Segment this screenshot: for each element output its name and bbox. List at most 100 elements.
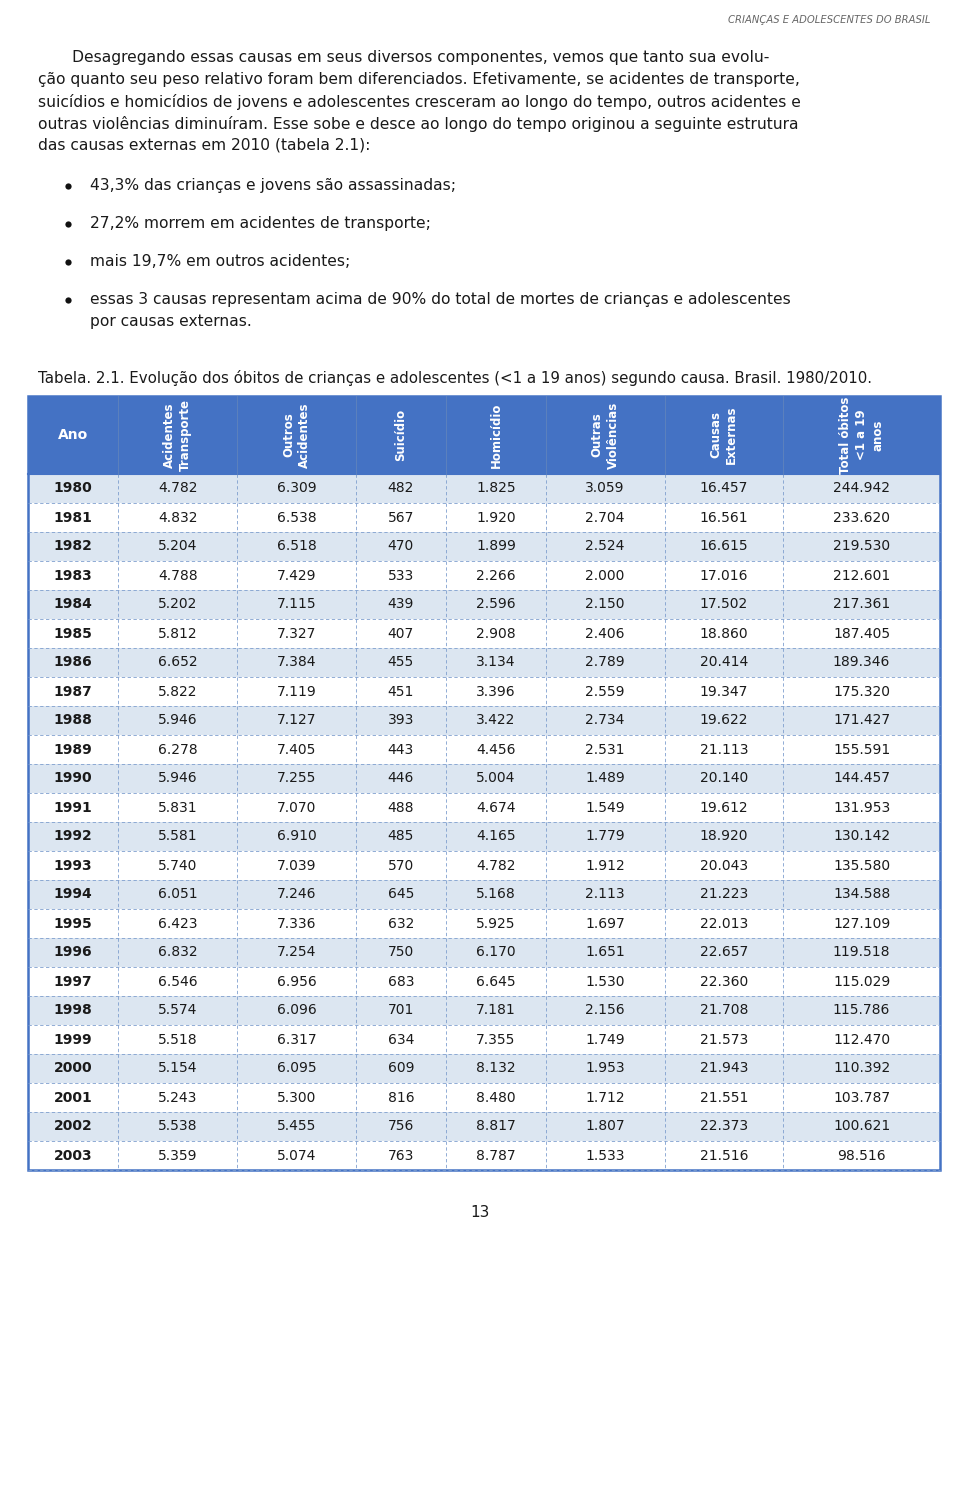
Text: 127.109: 127.109 — [833, 917, 890, 930]
Text: Outros
Acidentes: Outros Acidentes — [282, 402, 311, 467]
Text: por causas externas.: por causas externas. — [90, 314, 252, 329]
Text: das causas externas em 2010 (tabela 2.1):: das causas externas em 2010 (tabela 2.1)… — [38, 138, 371, 153]
Text: 5.812: 5.812 — [157, 626, 198, 640]
Text: 2.156: 2.156 — [586, 1003, 625, 1018]
Text: 2.531: 2.531 — [586, 743, 625, 756]
Text: 2.734: 2.734 — [586, 714, 625, 728]
Bar — [28, 1083, 940, 1112]
Text: 8.817: 8.817 — [476, 1119, 516, 1134]
Bar — [28, 763, 940, 793]
Bar — [28, 647, 940, 677]
Text: 5.243: 5.243 — [158, 1091, 198, 1104]
Text: 5.168: 5.168 — [476, 887, 516, 902]
Text: 1994: 1994 — [54, 887, 92, 902]
Text: 7.181: 7.181 — [476, 1003, 516, 1018]
Text: 1.712: 1.712 — [586, 1091, 625, 1104]
Text: 683: 683 — [388, 975, 414, 988]
Text: 22.360: 22.360 — [700, 975, 748, 988]
Bar — [28, 561, 940, 591]
Text: 21.551: 21.551 — [700, 1091, 748, 1104]
Text: 5.004: 5.004 — [476, 771, 516, 786]
Text: Causas
Externas: Causas Externas — [709, 406, 738, 464]
Text: 4.788: 4.788 — [157, 568, 198, 582]
Text: 21.516: 21.516 — [700, 1149, 748, 1162]
Text: 6.278: 6.278 — [157, 743, 198, 756]
Text: 1993: 1993 — [54, 859, 92, 872]
Text: 5.455: 5.455 — [276, 1119, 316, 1134]
Text: 5.574: 5.574 — [158, 1003, 198, 1018]
Text: 2.789: 2.789 — [586, 656, 625, 670]
Bar — [28, 475, 940, 503]
Text: 5.925: 5.925 — [476, 917, 516, 930]
Text: 3.396: 3.396 — [476, 684, 516, 698]
Text: 115.029: 115.029 — [833, 975, 890, 988]
Text: 5.518: 5.518 — [157, 1033, 198, 1046]
Text: 155.591: 155.591 — [833, 743, 890, 756]
Bar — [28, 705, 940, 735]
Text: 3.134: 3.134 — [476, 656, 516, 670]
Text: 1999: 1999 — [54, 1033, 92, 1046]
Text: 5.740: 5.740 — [158, 859, 198, 872]
Text: 4.782: 4.782 — [157, 482, 198, 496]
Text: 212.601: 212.601 — [833, 568, 890, 582]
Bar — [28, 793, 940, 821]
Text: 21.573: 21.573 — [700, 1033, 748, 1046]
Text: Outras
Violências: Outras Violências — [590, 402, 619, 469]
Bar — [28, 879, 940, 909]
Text: 18.920: 18.920 — [700, 829, 748, 844]
Text: 1.530: 1.530 — [586, 975, 625, 988]
Text: 1992: 1992 — [54, 829, 92, 844]
Bar — [28, 995, 940, 1025]
Text: 5.300: 5.300 — [276, 1091, 316, 1104]
Text: 3.422: 3.422 — [476, 714, 516, 728]
Text: 16.615: 16.615 — [700, 540, 748, 554]
Text: 2.266: 2.266 — [476, 568, 516, 582]
Bar — [28, 396, 940, 475]
Text: 763: 763 — [388, 1149, 414, 1162]
Bar — [28, 821, 940, 851]
Text: 6.546: 6.546 — [157, 975, 198, 988]
Text: Tabela. 2.1. Evolução dos óbitos de crianças e adolescentes (<1 a 19 anos) segun: Tabela. 2.1. Evolução dos óbitos de cria… — [38, 371, 872, 385]
Text: 7.119: 7.119 — [276, 684, 316, 698]
Text: 1989: 1989 — [54, 743, 92, 756]
Text: 6.538: 6.538 — [276, 510, 316, 524]
Bar — [28, 396, 940, 1170]
Text: 451: 451 — [388, 684, 414, 698]
Text: Suicídio: Suicídio — [395, 409, 407, 461]
Text: 27,2% morrem em acidentes de transporte;: 27,2% morrem em acidentes de transporte; — [90, 216, 431, 231]
Bar — [28, 735, 940, 763]
Text: 6.309: 6.309 — [276, 482, 316, 496]
Text: 1.920: 1.920 — [476, 510, 516, 524]
Text: 20.414: 20.414 — [700, 656, 748, 670]
Text: 1.899: 1.899 — [476, 540, 516, 554]
Text: 1.912: 1.912 — [586, 859, 625, 872]
Text: 632: 632 — [388, 917, 414, 930]
Bar — [28, 1025, 940, 1054]
Text: Total óbitos
<1 a 19
anos: Total óbitos <1 a 19 anos — [839, 396, 884, 473]
Text: 6.317: 6.317 — [276, 1033, 316, 1046]
Text: 7.429: 7.429 — [276, 568, 316, 582]
Text: 470: 470 — [388, 540, 414, 554]
Text: 439: 439 — [388, 598, 414, 612]
Text: 7.384: 7.384 — [276, 656, 316, 670]
Text: 455: 455 — [388, 656, 414, 670]
Text: 21.943: 21.943 — [700, 1061, 748, 1076]
Text: 1981: 1981 — [54, 510, 92, 524]
Text: 443: 443 — [388, 743, 414, 756]
Text: 131.953: 131.953 — [833, 801, 890, 814]
Text: 634: 634 — [388, 1033, 414, 1046]
Text: 22.013: 22.013 — [700, 917, 748, 930]
Text: 6.518: 6.518 — [276, 540, 316, 554]
Text: 1983: 1983 — [54, 568, 92, 582]
Bar — [28, 967, 940, 995]
Text: 189.346: 189.346 — [833, 656, 890, 670]
Text: essas 3 causas representam acima de 90% do total de mortes de crianças e adolesc: essas 3 causas representam acima de 90% … — [90, 292, 791, 307]
Text: 20.043: 20.043 — [700, 859, 748, 872]
Text: 1984: 1984 — [54, 598, 92, 612]
Text: 1988: 1988 — [54, 714, 92, 728]
Text: 1.697: 1.697 — [586, 917, 625, 930]
Text: 1.807: 1.807 — [586, 1119, 625, 1134]
Text: 750: 750 — [388, 945, 414, 960]
Text: 1990: 1990 — [54, 771, 92, 786]
Text: 217.361: 217.361 — [833, 598, 890, 612]
